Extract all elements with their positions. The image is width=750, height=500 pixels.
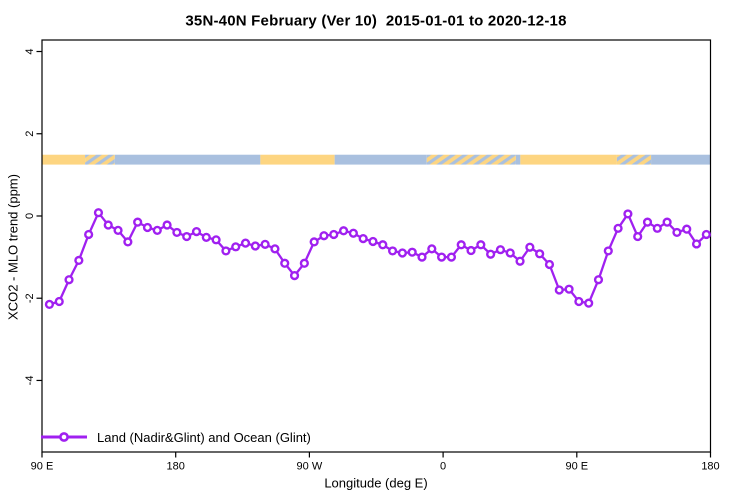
data-point-marker	[486, 249, 496, 259]
x-tick-label: 180	[167, 461, 185, 473]
data-point-marker	[123, 237, 133, 247]
data-point-marker	[84, 229, 94, 240]
x-tick-label: 90 W	[297, 461, 323, 473]
data-point-marker	[574, 296, 584, 307]
data-point-marker	[64, 275, 74, 285]
data-point-marker	[495, 245, 506, 255]
data-point-marker	[701, 229, 711, 240]
land-ocean-strip-segment	[42, 154, 86, 165]
data-point-marker	[162, 220, 172, 230]
data-point-marker	[476, 240, 486, 250]
data-point-marker	[584, 298, 594, 308]
land-ocean-strip-segment	[85, 154, 115, 165]
data-point-marker	[319, 231, 329, 241]
land-ocean-strip-segment	[651, 154, 711, 165]
data-point-marker	[93, 208, 104, 218]
plot-box	[41, 39, 712, 453]
data-point-marker	[329, 229, 339, 240]
data-point-marker	[221, 246, 231, 256]
land-ocean-strip-segment	[334, 154, 427, 165]
data-point-marker	[407, 247, 417, 257]
chart-title: 35N-40N February (Ver 10) 2015-01-01 to …	[185, 12, 567, 30]
data-point-marker	[270, 244, 280, 254]
data-point-marker	[54, 296, 64, 307]
data-point-marker	[358, 233, 368, 244]
legend-label: Land (Nadir&Glint) and Ocean (Glint)	[97, 429, 311, 445]
data-point-marker	[348, 228, 358, 238]
data-point-marker	[682, 224, 692, 234]
data-point-marker	[44, 299, 55, 309]
data-point-marker	[378, 240, 388, 250]
data-point-marker	[182, 231, 192, 242]
y-axis-label: XCO2 - MLO trend (ppm)	[5, 174, 21, 320]
data-point-marker	[260, 239, 270, 249]
data-point-marker	[691, 239, 702, 249]
data-point-marker	[642, 217, 653, 227]
x-axis-label: Longitude (deg E)	[324, 475, 428, 491]
data-point-marker	[652, 223, 662, 233]
data-point-marker	[662, 217, 672, 227]
data-point-marker	[74, 255, 84, 265]
data-point-marker	[387, 246, 398, 256]
y-tick-label: 0	[24, 213, 36, 219]
data-point-marker	[172, 227, 182, 238]
x-tick-label: 90 E	[31, 461, 54, 473]
data-point-marker	[417, 252, 427, 262]
data-point-marker	[250, 241, 260, 251]
land-ocean-strip-segment	[616, 154, 652, 165]
data-point-marker	[152, 225, 162, 235]
data-point-marker	[191, 227, 202, 237]
land-ocean-strip-segment	[114, 154, 261, 165]
data-point-marker	[603, 246, 613, 256]
data-point-marker	[554, 285, 564, 295]
data-point-marker	[672, 227, 682, 238]
data-point-marker	[299, 258, 309, 268]
data-point-marker	[113, 225, 123, 235]
data-point-marker	[338, 226, 349, 236]
data-point-marker	[613, 223, 623, 233]
data-point-marker	[289, 271, 300, 281]
land-ocean-strip-segment	[260, 154, 335, 165]
x-tick-label: 90 E	[565, 461, 588, 473]
land-ocean-strip-segment	[426, 154, 516, 165]
data-point-marker	[525, 242, 535, 252]
data-point-marker	[427, 244, 437, 254]
legend-line-marker-icon	[41, 432, 87, 442]
data-point-marker	[466, 245, 476, 256]
x-tick-label: 0	[440, 461, 446, 473]
data-point-marker	[142, 222, 153, 233]
data-point-marker	[103, 220, 113, 230]
data-point-marker	[515, 256, 525, 266]
data-point-marker	[456, 240, 466, 250]
legend: Land (Nadir&Glint) and Ocean (Glint)	[40, 429, 311, 445]
data-point-marker	[633, 231, 643, 242]
land-ocean-strip-segment	[520, 154, 617, 165]
data-point-marker	[437, 252, 447, 262]
x-tick-label: 180	[701, 461, 719, 473]
data-point-marker	[535, 249, 545, 259]
y-tick-label: -4	[24, 376, 36, 386]
y-tick-label: -2	[24, 293, 36, 303]
data-point-marker	[623, 209, 633, 219]
data-point-marker	[593, 275, 604, 285]
data-point-marker	[133, 217, 143, 227]
land-ocean-strip-segment	[515, 154, 521, 165]
data-point-marker	[280, 258, 290, 268]
data-point-marker	[309, 237, 319, 247]
data-point-marker	[446, 252, 457, 262]
data-point-marker	[211, 235, 221, 245]
data-point-marker	[544, 259, 555, 270]
data-point-marker	[564, 284, 574, 294]
y-tick-label: 4	[24, 48, 36, 54]
data-point-marker	[397, 248, 407, 258]
data-point-marker	[505, 248, 515, 258]
data-point-marker	[368, 236, 378, 247]
y-tick-label: 2	[24, 131, 36, 137]
data-point-marker	[231, 242, 241, 252]
data-point-marker	[201, 232, 211, 242]
data-point-marker	[240, 238, 251, 248]
